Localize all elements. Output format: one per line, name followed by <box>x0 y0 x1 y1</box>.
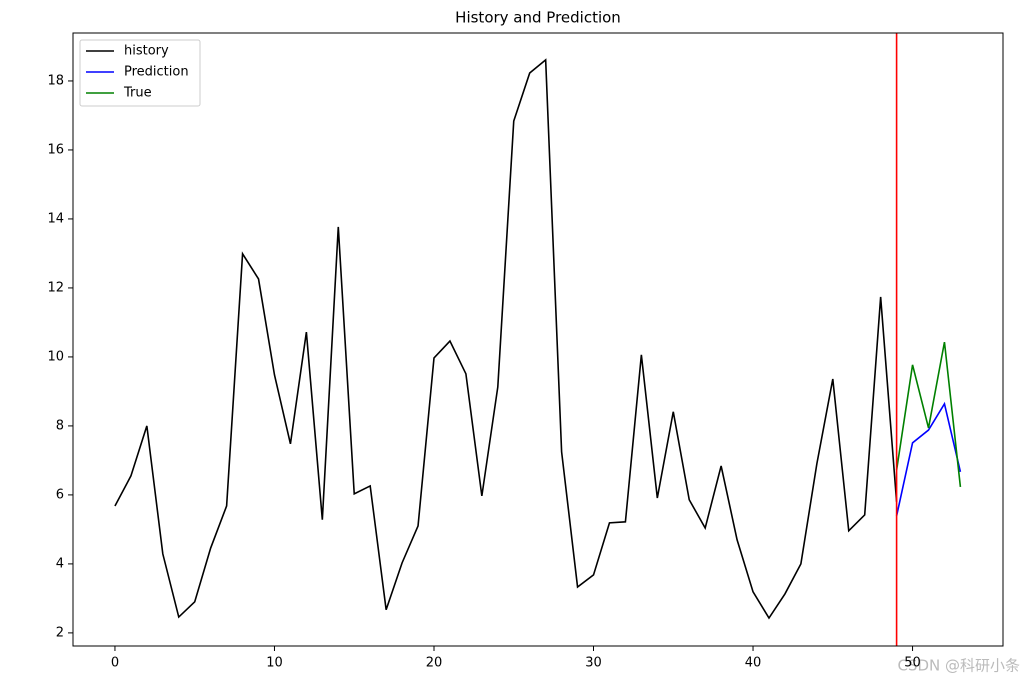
y-tick-label: 16 <box>47 142 64 157</box>
y-tick-label: 12 <box>47 280 64 295</box>
y-tick-label: 6 <box>56 487 64 502</box>
legend-box <box>79 39 201 107</box>
x-tick-label: 20 <box>426 656 443 671</box>
legend-label: Prediction <box>124 65 189 80</box>
legend-label: True <box>123 86 152 101</box>
y-tick-label: 18 <box>47 73 64 88</box>
y-tick-label: 8 <box>56 418 64 433</box>
watermark: CSDN @科研小条 <box>897 657 1020 675</box>
y-tick-label: 2 <box>56 625 64 640</box>
plot-frame <box>72 32 1004 647</box>
chart-title: History and Prediction <box>455 9 621 27</box>
x-tick-label: 0 <box>111 656 119 671</box>
legend-label: history <box>124 44 169 59</box>
series-line <box>895 341 962 488</box>
x-tick-label: 10 <box>266 656 283 671</box>
y-tick-label: 4 <box>56 556 64 571</box>
x-tick-label: 40 <box>745 656 762 671</box>
y-tick-label: 10 <box>47 349 64 364</box>
x-tick-label: 30 <box>585 656 602 671</box>
series-line <box>895 401 962 517</box>
y-tick-label: 14 <box>47 211 64 226</box>
x-tick-label: 50 <box>904 656 921 671</box>
series-line <box>114 58 898 620</box>
